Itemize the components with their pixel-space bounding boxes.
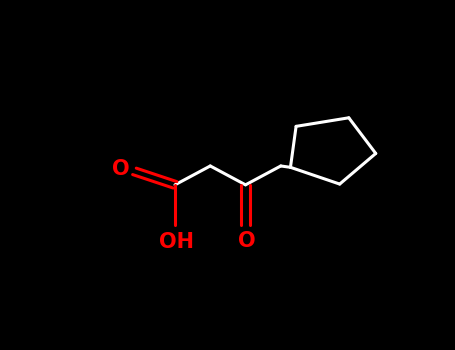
Text: OH: OH [159,232,194,252]
Text: O: O [238,231,256,251]
Text: O: O [111,159,129,178]
